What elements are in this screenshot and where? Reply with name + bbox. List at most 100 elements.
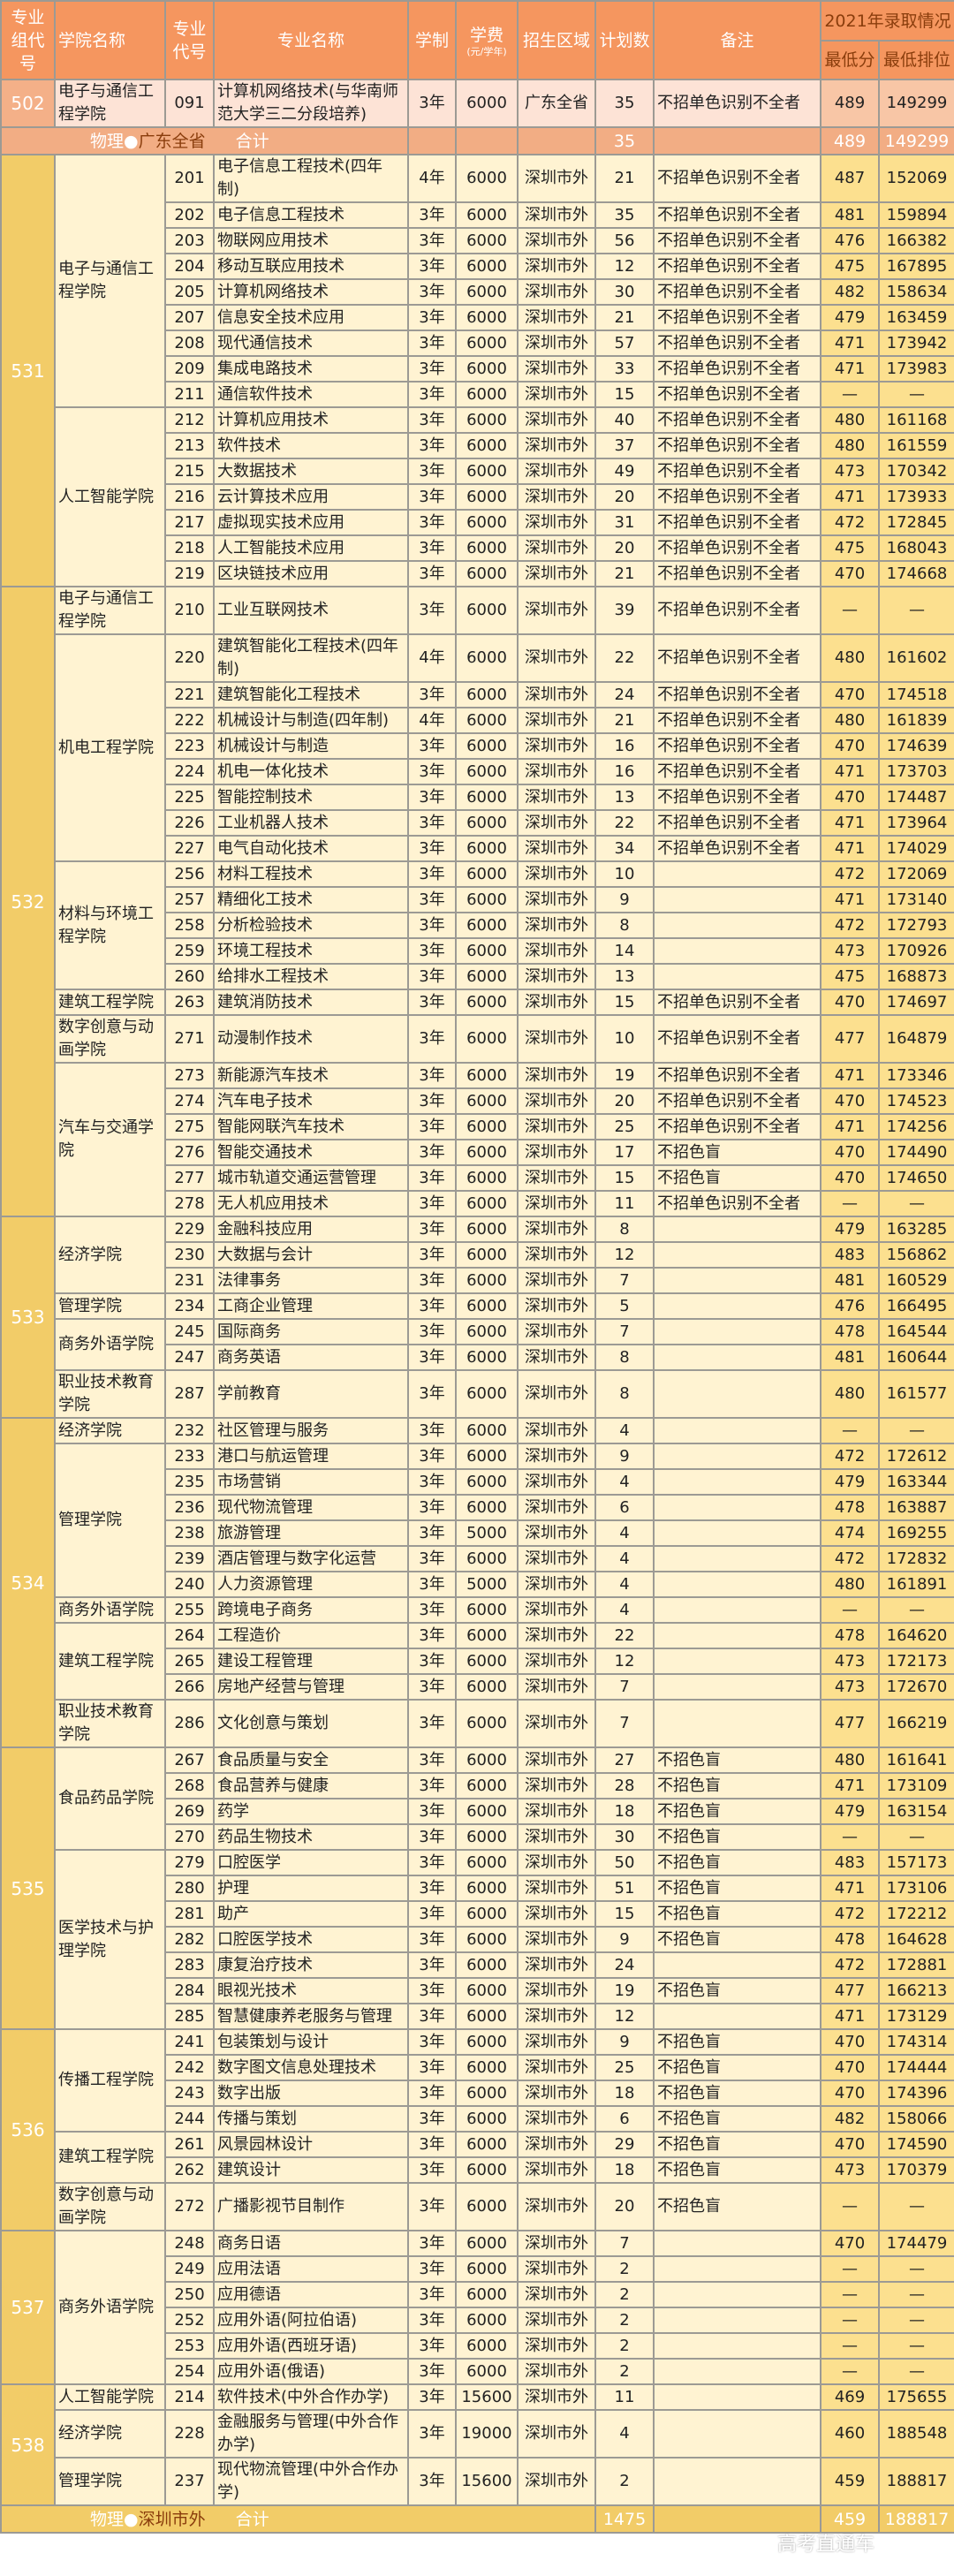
fee: 6000 — [455, 1772, 519, 1799]
duration: 3年 — [407, 1344, 457, 1371]
region: 深圳市外 — [517, 809, 596, 837]
min-rank: 188548 — [877, 2409, 954, 2459]
plan: 8 — [594, 1344, 655, 1371]
major-name: 智能网联汽车技术 — [213, 1113, 409, 1140]
plan: 5 — [594, 1292, 655, 1320]
table-row: 253 应用外语(西班牙语) 3年 6000 深圳市外 2 — — — [1, 2332, 954, 2360]
table-row: 208 现代通信技术 3年 6000 深圳市外 57 不招单色识别不全者 471 173942 — [1, 330, 954, 357]
min-rank: 161577 — [877, 1369, 954, 1419]
min-score: 476 — [820, 227, 880, 254]
major-code: 272 — [164, 2182, 215, 2231]
region: 深圳市外 — [517, 1468, 596, 1496]
table-row: 238 旅游管理 3年 5000 深圳市外 4 474 169255 — [1, 1519, 954, 1547]
college-name: 管理学院 — [54, 1443, 166, 1598]
major-name: 人工智能技术应用 — [213, 534, 409, 562]
plan: 17 — [594, 1139, 655, 1166]
table-row: 235 市场营销 3年 6000 深圳市外 4 479 163344 — [1, 1468, 954, 1496]
region: 深圳市外 — [517, 1519, 596, 1547]
duration: 3年 — [407, 681, 457, 708]
plan: 7 — [594, 1673, 655, 1701]
min-score: 471 — [820, 2003, 880, 2030]
region: 深圳市外 — [517, 432, 596, 459]
min-score: 471 — [820, 758, 880, 785]
major-name: 动漫制作技术 — [213, 1014, 409, 1064]
min-score: 472 — [820, 1900, 880, 1928]
major-code: 241 — [164, 2028, 215, 2056]
min-rank: — — [877, 381, 954, 408]
min-score: — — [820, 1596, 880, 1624]
duration: 3年 — [407, 1292, 457, 1320]
note: 不招单色识别不全者 — [653, 534, 822, 562]
major-name: 机械设计与制造(四年制) — [213, 707, 409, 734]
region: 深圳市外 — [517, 732, 596, 760]
major-name: 金融科技应用 — [213, 1216, 409, 1243]
fee: 6000 — [455, 758, 519, 785]
note: 不招单色识别不全者 — [653, 809, 822, 837]
fee: 6000 — [455, 681, 519, 708]
note — [653, 2230, 822, 2257]
region: 深圳市外 — [517, 1241, 596, 1269]
major-code: 228 — [164, 2409, 215, 2459]
min-rank: 174518 — [877, 681, 954, 708]
major-code: 275 — [164, 1113, 215, 1140]
min-rank: 169255 — [877, 1519, 954, 1547]
major-name: 智能交通技术 — [213, 1139, 409, 1166]
fee: 6000 — [455, 560, 519, 587]
min-score: 483 — [820, 1849, 880, 1876]
table-row: 254 应用外语(俄语) 3年 6000 深圳市外 2 — — — [1, 2358, 954, 2385]
major-code: 252 — [164, 2307, 215, 2334]
plan: 21 — [594, 707, 655, 734]
fee: 6000 — [455, 381, 519, 408]
min-score: 470 — [820, 1087, 880, 1115]
note — [653, 1673, 822, 1701]
plan: 33 — [594, 355, 655, 383]
major-name: 材料工程技术 — [213, 860, 409, 888]
college-name: 管理学院 — [54, 1292, 166, 1320]
duration: 3年 — [407, 79, 457, 128]
min-rank: 188817 — [877, 2457, 954, 2506]
duration: 3年 — [407, 1875, 457, 1902]
min-rank: 164879 — [877, 1014, 954, 1064]
fee: 6000 — [455, 154, 519, 203]
plan: 2 — [594, 2307, 655, 2334]
major-name: 软件技术(中外合作办学) — [213, 2383, 409, 2411]
note — [653, 1622, 822, 1649]
duration: 3年 — [407, 758, 457, 785]
table-row: 257 精细化工技术 3年 6000 深圳市外 9 471 173140 — [1, 886, 954, 913]
min-score: 471 — [820, 355, 880, 383]
min-rank: — — [877, 1596, 954, 1624]
table-row: 医学技术与护理学院 279 口腔医学 3年 6000 深圳市外 50 不招色盲 483 15717… — [1, 1849, 954, 2030]
table-row: 机电工程学院 220 建筑智能化工程技术(四年制) 4年 6000 深圳市外 22 不招单色识… — [1, 633, 954, 862]
note — [653, 1292, 822, 1320]
fee: 6000 — [455, 1622, 519, 1649]
note: 不招单色识别不全者 — [653, 586, 822, 635]
min-score: — — [820, 2307, 880, 2334]
note: 不招单色识别不全者 — [653, 227, 822, 254]
major-code: 222 — [164, 707, 215, 734]
min-score: 472 — [820, 509, 880, 536]
major-code: 201 — [164, 154, 215, 203]
college-name: 商务外语学院 — [54, 1318, 166, 1371]
fee: 6000 — [455, 304, 519, 331]
major-code: 270 — [164, 1823, 215, 1851]
min-score: 470 — [820, 2131, 880, 2158]
major-name: 新能源汽车技术 — [213, 1062, 409, 1089]
duration: 3年 — [407, 989, 457, 1016]
major-name: 机电一体化技术 — [213, 758, 409, 785]
major-code: 278 — [164, 1190, 215, 1217]
fee: 6000 — [455, 278, 519, 306]
summary-total-label: 合计 — [235, 131, 269, 151]
note: 不招单色识别不全者 — [653, 253, 822, 280]
fee: 6000 — [455, 2182, 519, 2231]
plan: 22 — [594, 633, 655, 683]
min-score: 480 — [820, 633, 880, 683]
summary-min-score: 459 — [820, 2504, 880, 2534]
min-rank: 173106 — [877, 1875, 954, 1902]
fee: 6000 — [455, 586, 519, 635]
min-score: 480 — [820, 432, 880, 459]
duration: 3年 — [407, 2105, 457, 2133]
table-row: 535 食品药品学院 267 食品质量与安全 3年 6000 深圳市外 27 不招色盲 480 16… — [0, 1746, 954, 2030]
plan: 16 — [594, 758, 655, 785]
min-rank: 172670 — [877, 1673, 954, 1701]
region: 深圳市外 — [517, 2230, 596, 2257]
